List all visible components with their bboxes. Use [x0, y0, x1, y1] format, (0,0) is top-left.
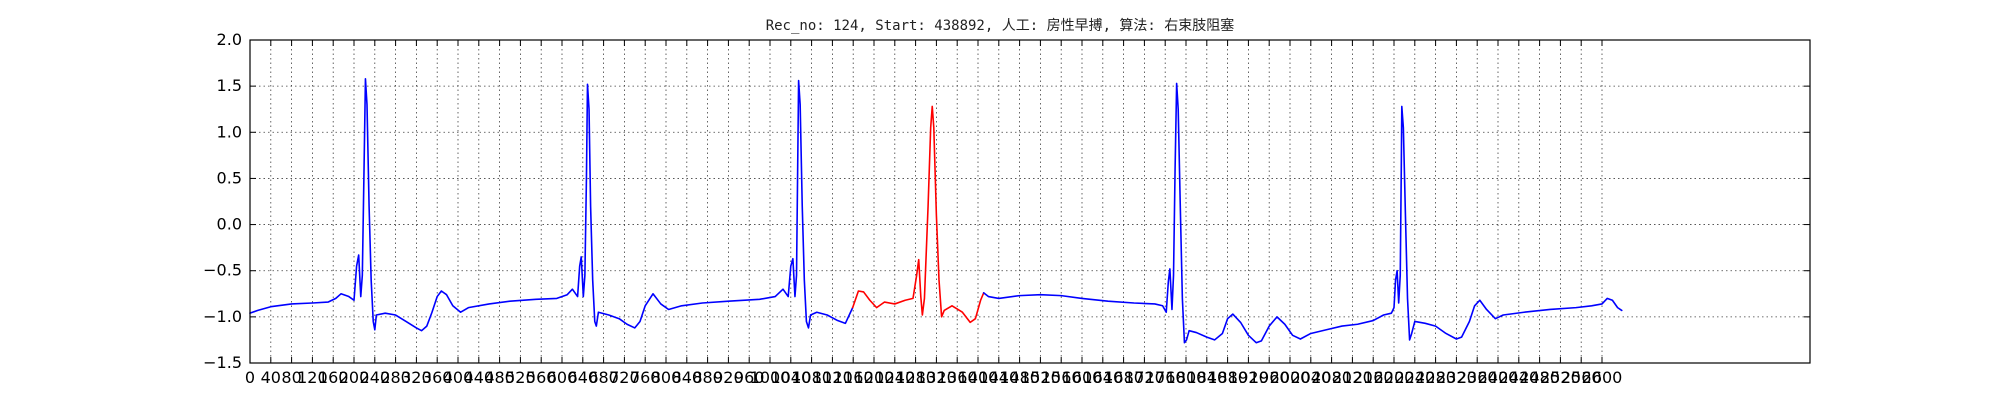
x-tick-label: 1360 [937, 368, 978, 387]
x-axis: 0 40 8012016020024028032036040044048052056… [245, 40, 1622, 387]
x-tick-label: 2360 [1457, 368, 1498, 387]
x-tick-label: 1000 [750, 368, 791, 387]
x-tick-label: 1440 [978, 368, 1019, 387]
x-tick-label: 2560 [1561, 368, 1602, 387]
x-tick-label: 240 [360, 368, 391, 387]
x-tick-label: 120 [297, 368, 328, 387]
x-tick-label: 2200 [1374, 368, 1415, 387]
x-tick-label: 2080 [1311, 368, 1352, 387]
series-group [249, 77, 1623, 344]
x-tick-label: 40 [261, 368, 281, 387]
x-tick-label: 2120 [1332, 368, 1373, 387]
x-tick-label: 1040 [770, 368, 811, 387]
x-tick-label: 200 [339, 368, 370, 387]
x-tick-label: 720 [609, 368, 640, 387]
x-tick-label: 1320 [916, 368, 957, 387]
x-tick-label: 880 [692, 368, 723, 387]
x-tick-label: 1120 [812, 368, 853, 387]
x-tick-label: 1880 [1207, 368, 1248, 387]
x-tick-label: 400 [443, 368, 474, 387]
x-tick-label: 960 [734, 368, 765, 387]
x-tick-label: 1280 [895, 368, 936, 387]
x-tick-label: 840 [672, 368, 703, 387]
x-tick-label: 480 [484, 368, 515, 387]
x-tick-label: 1840 [1186, 368, 1227, 387]
x-tick-label: 1720 [1124, 368, 1165, 387]
y-tick-label: 1.5 [217, 76, 242, 95]
x-tick-label: 640 [568, 368, 599, 387]
grid-lines [250, 40, 1810, 363]
x-tick-label: 1400 [958, 368, 999, 387]
x-tick-label: 920 [713, 368, 744, 387]
x-tick-label: 800 [651, 368, 682, 387]
x-tick-label: 1160 [833, 368, 874, 387]
y-tick-label: 1.0 [217, 122, 242, 141]
x-tick-label: 1680 [1103, 368, 1144, 387]
x-tick-label: 440 [464, 368, 495, 387]
x-tick-label: 2440 [1498, 368, 1539, 387]
x-tick-label: 600 [547, 368, 578, 387]
chart-title: Rec_no: 124, Start: 438892, 人工: 房性早搏, 算法… [766, 17, 1235, 34]
x-tick-label: 560 [526, 368, 557, 387]
y-tick-label: −0.5 [203, 261, 242, 280]
x-tick-label: 1600 [1062, 368, 1103, 387]
y-tick-label: 0.0 [217, 215, 242, 234]
x-tick-label: 1800 [1166, 368, 1207, 387]
x-tick-label: 2280 [1415, 368, 1456, 387]
x-tick-label: 1960 [1249, 368, 1290, 387]
x-tick-label: 1200 [854, 368, 895, 387]
x-tick-label: 520 [505, 368, 536, 387]
x-tick-label: 1080 [791, 368, 832, 387]
x-tick-label: 2520 [1540, 368, 1581, 387]
x-tick-label: 160 [318, 368, 349, 387]
x-tick-label: 2600 [1582, 368, 1623, 387]
ecg-series-blue-2 [982, 82, 1623, 344]
x-tick-label: 1520 [1020, 368, 1061, 387]
x-tick-label: 2320 [1436, 368, 1477, 387]
x-tick-label: 760 [630, 368, 661, 387]
ecg-series-red-highlight [851, 105, 985, 324]
x-tick-label: 2160 [1353, 368, 1394, 387]
y-tick-label: −1.0 [203, 307, 242, 326]
y-axis: −1.5 −1.0 −0.5 0.0 0.5 1.0 1.5 2.0 [203, 30, 1810, 372]
x-tick-label: 1240 [874, 368, 915, 387]
x-tick-label: 0 [245, 368, 255, 387]
y-tick-label: 2.0 [217, 30, 242, 49]
x-tick-label: 1640 [1082, 368, 1123, 387]
x-tick-label: 2400 [1478, 368, 1519, 387]
y-tick-label: −1.5 [203, 353, 242, 372]
y-tick-label: 0.5 [217, 168, 242, 187]
plot-frame [249, 39, 1811, 364]
x-tick-label: 1760 [1145, 368, 1186, 387]
x-tick-label: 80 [281, 368, 301, 387]
x-tick-label: 2480 [1519, 368, 1560, 387]
x-tick-label: 280 [380, 368, 411, 387]
x-tick-label: 2000 [1270, 368, 1311, 387]
x-tick-label: 1480 [999, 368, 1040, 387]
ecg-series-blue-1 [249, 77, 854, 332]
x-tick-label: 1920 [1228, 368, 1269, 387]
x-tick-label: 2040 [1290, 368, 1331, 387]
x-tick-label: 320 [401, 368, 432, 387]
x-tick-label: 1560 [1041, 368, 1082, 387]
x-tick-label: 360 [422, 368, 453, 387]
x-tick-label: 2240 [1394, 368, 1435, 387]
x-tick-label: 680 [588, 368, 619, 387]
